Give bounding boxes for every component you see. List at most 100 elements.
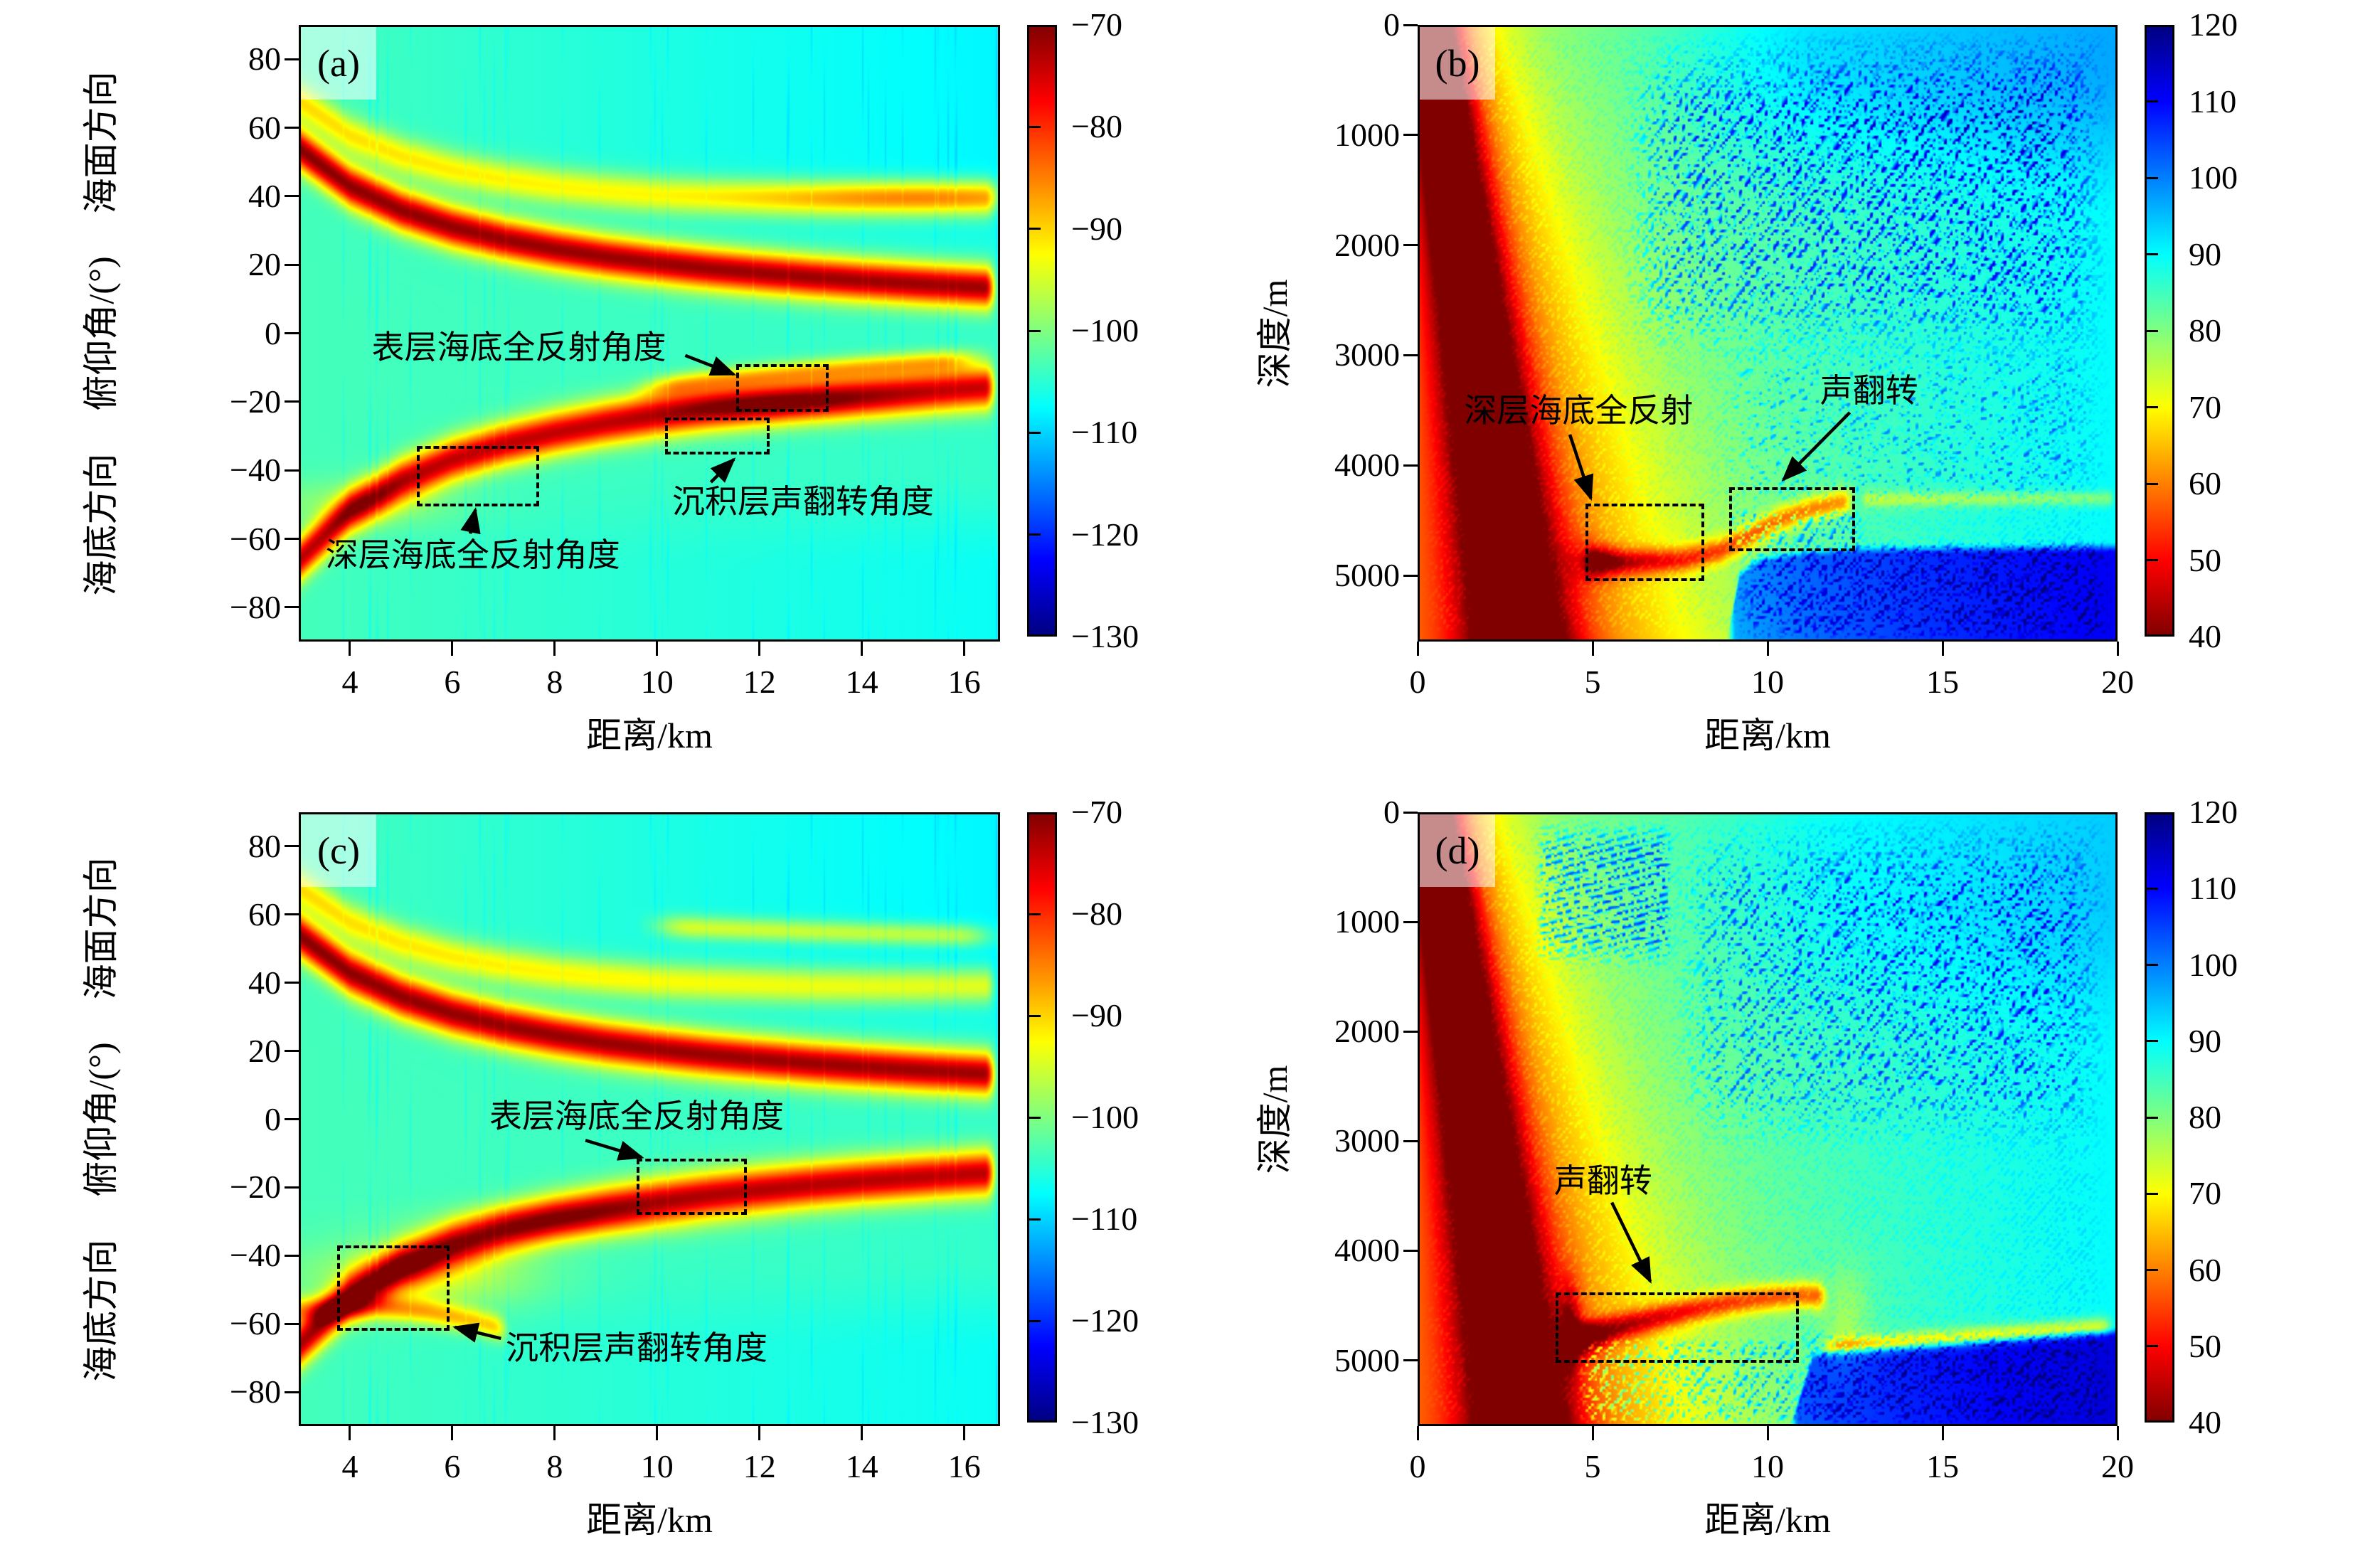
panel-c-x-tick (349, 1426, 351, 1440)
panel-c-x-tick-label: 10 (640, 1448, 674, 1484)
panel-d-colorbar-tick (2147, 1040, 2158, 1043)
panel-b-y-tick-label: 5000 (1334, 557, 1400, 594)
panel-c-annotation-text: 沉积层声翻转角度 (506, 1330, 767, 1367)
panel-d-x-tick (1766, 1426, 1769, 1440)
panel-a-annotation-box (736, 363, 829, 413)
panel-a-y-tick (285, 538, 299, 540)
panel-a-y-tick (285, 58, 299, 60)
panel-d-colorbar-tick (2147, 1269, 2158, 1271)
panel-b-x-tick-label: 15 (1926, 664, 1959, 700)
panel-d-y-tick (1403, 1139, 1418, 1142)
panel-b-annotation-box (1728, 487, 1855, 552)
panel-c-y-tick (285, 1322, 299, 1325)
panel-a-x-tick (861, 642, 864, 656)
panel-a-x-tick-label: 16 (947, 664, 981, 700)
panel-b-colorbar-tick (2147, 406, 2158, 408)
panel-c-x-tick (758, 1426, 761, 1440)
panel-d-letter-box: (d) (1420, 814, 1495, 887)
panel-a-x-tick-label: 8 (546, 664, 563, 700)
panel-a-annotation-box (664, 417, 770, 455)
panel-a-x-tick-label: 10 (640, 664, 674, 700)
panel-d-colorbar-tick-label: 60 (2189, 1251, 2221, 1288)
panel-c-letter: (c) (317, 829, 360, 872)
panel-b-letter: (b) (1435, 42, 1480, 85)
panel-c-ylabel-top-direction: 海面方向 (81, 856, 121, 999)
panel-d-colorbar-tick-label: 110 (2189, 870, 2237, 907)
panel-d-colorbar-tick-label: 80 (2189, 1099, 2221, 1135)
panel-b-x-tick (1416, 642, 1419, 656)
panel-a-y-tick-label: −40 (230, 452, 281, 489)
panel-a-colorbar-tick-label: −120 (1071, 516, 1139, 553)
panel-b-colorbar-tick-label: 90 (2189, 235, 2221, 272)
panel-d-x-tick-label: 5 (1584, 1448, 1601, 1484)
panel-a-colorbar-tick-label: −100 (1071, 312, 1139, 349)
panel-c-y-tick (285, 845, 299, 848)
panel-a-colorbar-tick (1029, 125, 1041, 128)
panel-b-y-tick (1403, 464, 1418, 467)
panel-d-y-tick-label: 2000 (1334, 1013, 1400, 1050)
panel-c-y-tick (285, 1118, 299, 1120)
panel-b-x-tick (1766, 642, 1769, 656)
panel-a-y-tick (285, 195, 299, 198)
panel-b-annotation-box (1585, 504, 1705, 581)
panel-a-y-tick (285, 469, 299, 472)
panel-b-y-tick (1403, 244, 1418, 247)
panel-a-x-tick-label: 4 (341, 664, 358, 700)
panel-a-y-tick-label: −20 (230, 383, 281, 420)
panel-c-colorbar-tick-label: −110 (1071, 1201, 1138, 1237)
panel-a-x-tick (553, 642, 556, 656)
panel-c-y-tick-label: −20 (230, 1169, 281, 1206)
panel-a-x-tick (349, 642, 351, 656)
panel-b-colorbar-tick-label: 100 (2189, 159, 2238, 196)
panel-b-colorbar-tick (2147, 559, 2158, 561)
panel-a-annotation-text: 沉积层声翻转角度 (671, 484, 934, 521)
panel-b-y-tick (1403, 23, 1418, 26)
panel-a-y-tick-label: 20 (248, 246, 281, 283)
panel-b-y-tick (1403, 353, 1418, 356)
panel-d-annotation-text: 声翻转 (1553, 1162, 1652, 1199)
panel-a-colorbar-tick-label: −70 (1071, 6, 1122, 43)
panel-d-colorbar-tick (2147, 1192, 2158, 1195)
panel-a-annotation-text: 表层海底全反射角度 (371, 329, 666, 366)
panel-b-colorbar-tick (2147, 482, 2158, 485)
panel-b-y-tick (1403, 134, 1418, 137)
panel-d-colorbar-tick-label: 50 (2189, 1327, 2221, 1364)
panel-b-colorbar-tick-label: 110 (2189, 83, 2237, 119)
panel-a-y-tick-label: 60 (248, 109, 281, 146)
panel-a-y-axis-title: 海底方向 俯仰角/(°) 海面方向 (73, 71, 124, 595)
panel-b-colorbar-tick-label: 50 (2189, 541, 2221, 578)
panel-c-colorbar-tick (1029, 1014, 1041, 1017)
panel-c-x-tick (963, 1426, 966, 1440)
panel-d-y-tick-label: 0 (1383, 794, 1400, 830)
panel-c-y-tick (285, 1391, 299, 1393)
panel-d-colorbar-tick-label: 120 (2189, 794, 2238, 830)
panel-d-y-tick-label: 3000 (1334, 1122, 1400, 1159)
panel-a-y-tick-label: 40 (248, 177, 281, 214)
panel-d-colorbar-tick-label: 70 (2189, 1175, 2221, 1212)
panel-d-colorbar-tick-label: 90 (2189, 1022, 2221, 1059)
panel-b-colorbar-tick (2147, 100, 2158, 102)
panel-a-ylabel-bottom-direction: 海底方向 (81, 453, 121, 596)
panel-c-x-tick-label: 12 (743, 1448, 776, 1484)
panel-d-y-tick (1403, 920, 1418, 923)
panel-c-ylabel-bottom-direction: 海底方向 (81, 1239, 121, 1382)
panel-c-colorbar-tick-label: −100 (1071, 1099, 1139, 1135)
panel-c-x-tick-label: 14 (845, 1448, 878, 1484)
panel-c-heatmap (299, 812, 1000, 1426)
panel-a-y-tick (285, 127, 299, 129)
panel-c-annotation-text: 表层海底全反射角度 (489, 1098, 784, 1135)
panel-d-x-tick-label: 20 (2101, 1448, 2134, 1484)
panel-d-colorbar-tick (2147, 1345, 2158, 1348)
panel-c-y-tick (285, 1050, 299, 1053)
panel-b-x-tick-label: 5 (1584, 664, 1601, 700)
panel-b-x-tick-label: 0 (1409, 664, 1426, 700)
panel-a-colorbar-tick (1029, 533, 1041, 536)
panel-b-y-tick-label: 0 (1383, 6, 1400, 43)
panel-a-y-tick (285, 606, 299, 609)
panel-c-y-tick-label: 40 (248, 964, 281, 1001)
panel-d-x-tick-label: 15 (1926, 1448, 1959, 1484)
panel-a-x-tick (656, 642, 659, 656)
panel-c-x-tick (553, 1426, 556, 1440)
panel-d-colorbar-tick (2147, 964, 2158, 966)
